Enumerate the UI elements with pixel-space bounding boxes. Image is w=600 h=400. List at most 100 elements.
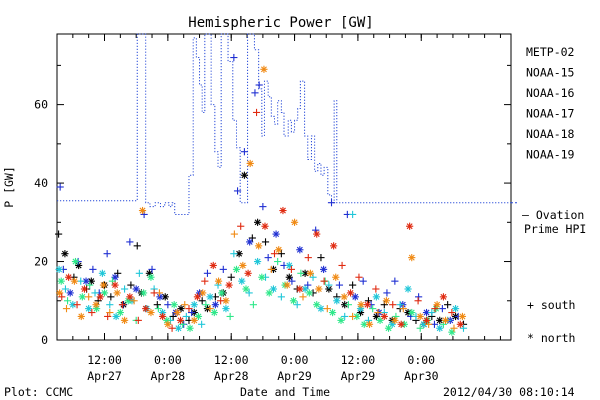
south-point-noaa-16 bbox=[91, 289, 99, 297]
south-point-noaa-16 bbox=[325, 281, 333, 289]
south-point-metp-02 bbox=[227, 273, 235, 281]
north-point-noaa-18 bbox=[77, 312, 85, 321]
x-tick-label-date: Apr30 bbox=[404, 369, 439, 383]
north-point-noaa-17 bbox=[139, 289, 148, 297]
south-point-noaa-15 bbox=[188, 308, 196, 317]
south-point-noaa-16 bbox=[309, 273, 317, 281]
south-point-noaa-16 bbox=[396, 301, 404, 309]
north-point-noaa-17 bbox=[384, 324, 393, 332]
south-point-noaa-15 bbox=[259, 203, 267, 211]
south-point-noaa-15 bbox=[230, 53, 238, 62]
north-point-noaa-18 bbox=[173, 308, 181, 317]
north-point-noaa-16 bbox=[333, 297, 341, 305]
north-point-noaa-17 bbox=[210, 308, 218, 317]
north-point-metp-02 bbox=[285, 273, 293, 281]
north-point-noaa-19 bbox=[296, 285, 304, 293]
south-point-metp-02 bbox=[114, 269, 122, 277]
north-point-noaa-16 bbox=[206, 293, 214, 301]
north-point-noaa-19 bbox=[244, 269, 252, 277]
legend-entry-noaa-16: NOAA-16 bbox=[526, 86, 575, 100]
north-point-noaa-17 bbox=[360, 320, 368, 328]
x-tick-label-date: Apr29 bbox=[277, 369, 312, 383]
south-point-noaa-19 bbox=[185, 305, 193, 313]
south-point-noaa-19 bbox=[355, 273, 363, 281]
south-point-noaa-17 bbox=[154, 305, 162, 313]
south-point-noaa-16 bbox=[198, 320, 206, 328]
x-tick-label-time: 0:00 bbox=[154, 353, 182, 367]
legend-south-marker: + south bbox=[527, 298, 575, 312]
south-point-noaa-17 bbox=[416, 324, 424, 332]
north-point-noaa-17 bbox=[337, 316, 345, 324]
north-point-noaa-19 bbox=[439, 293, 448, 301]
north-point-noaa-18 bbox=[458, 312, 467, 321]
south-point-noaa-19 bbox=[414, 297, 422, 305]
north-point-noaa-19 bbox=[363, 301, 372, 309]
south-point-noaa-18 bbox=[399, 305, 407, 313]
north-point-noaa-19 bbox=[176, 316, 185, 324]
north-point-noaa-19 bbox=[261, 222, 269, 230]
x-tick-label-date: Apr28 bbox=[151, 369, 186, 383]
north-point-noaa-17 bbox=[147, 273, 155, 281]
south-point-noaa-17 bbox=[226, 312, 234, 321]
north-point-noaa-17 bbox=[313, 301, 321, 309]
south-point-noaa-15 bbox=[304, 281, 312, 289]
south-point-noaa-18 bbox=[85, 293, 93, 301]
south-point-noaa-18 bbox=[349, 312, 357, 321]
north-point-noaa-19 bbox=[158, 312, 167, 321]
south-point-noaa-17 bbox=[249, 301, 257, 309]
south-point-noaa-18 bbox=[62, 305, 71, 313]
north-point-noaa-16 bbox=[404, 285, 412, 293]
north-point-noaa-18 bbox=[246, 159, 254, 168]
north-point-noaa-18 bbox=[275, 246, 283, 254]
north-point-noaa-18 bbox=[365, 320, 374, 328]
y-axis-label: P [GW] bbox=[2, 166, 16, 208]
north-point-noaa-18 bbox=[92, 301, 100, 309]
south-point-noaa-16 bbox=[277, 293, 285, 301]
north-point-noaa-18 bbox=[214, 277, 223, 285]
north-point-noaa-19 bbox=[279, 206, 287, 215]
south-point-noaa-15 bbox=[255, 81, 263, 89]
south-point-noaa-15 bbox=[56, 183, 64, 191]
north-point-noaa-15 bbox=[82, 277, 90, 285]
footer-timestamp: 2012/04/30 08:10:14 bbox=[443, 385, 575, 399]
north-point-noaa-18 bbox=[416, 312, 424, 321]
north-point-noaa-18 bbox=[99, 281, 108, 289]
south-point-noaa-17 bbox=[297, 269, 305, 277]
north-point-noaa-19 bbox=[456, 320, 464, 328]
south-point-noaa-19 bbox=[252, 108, 261, 117]
x-tick-label-date: Apr27 bbox=[87, 369, 122, 383]
north-point-noaa-15 bbox=[319, 265, 328, 273]
legend-entry-noaa-19: NOAA-19 bbox=[526, 148, 575, 162]
south-point-noaa-17 bbox=[86, 281, 94, 289]
x-tick-label-time: 0:00 bbox=[281, 353, 309, 367]
legend-entry-noaa-17: NOAA-17 bbox=[526, 107, 575, 121]
north-point-noaa-18 bbox=[306, 269, 314, 277]
north-point-noaa-19 bbox=[346, 289, 355, 297]
south-point-noaa-15 bbox=[103, 250, 111, 258]
south-point-noaa-19 bbox=[304, 254, 312, 262]
north-point-noaa-19 bbox=[193, 293, 202, 301]
x-tick-label-time: 12:00 bbox=[214, 353, 249, 367]
south-point-metp-02 bbox=[127, 281, 135, 289]
south-point-noaa-18 bbox=[374, 308, 382, 317]
north-point-noaa-15 bbox=[111, 273, 119, 281]
south-point-noaa-16 bbox=[349, 210, 357, 219]
south-point-noaa-19 bbox=[372, 285, 380, 293]
south-point-noaa-16 bbox=[341, 312, 349, 321]
north-point-metp-02 bbox=[235, 250, 243, 258]
north-point-noaa-16 bbox=[190, 301, 198, 309]
south-point-noaa-18 bbox=[130, 297, 138, 305]
south-point-noaa-15 bbox=[89, 265, 97, 273]
legend-entry-noaa-18: NOAA-18 bbox=[526, 127, 575, 141]
north-point-noaa-18 bbox=[290, 218, 299, 226]
north-point-noaa-18 bbox=[164, 320, 172, 328]
south-point-noaa-15 bbox=[327, 199, 336, 207]
north-point-noaa-17 bbox=[218, 289, 226, 297]
south-point-noaa-15 bbox=[335, 281, 344, 289]
north-point-noaa-15 bbox=[246, 238, 254, 246]
south-point-metp-02 bbox=[317, 254, 325, 262]
north-point-noaa-18 bbox=[441, 316, 450, 324]
north-point-noaa-18 bbox=[199, 289, 207, 297]
south-point-noaa-15 bbox=[233, 187, 242, 195]
